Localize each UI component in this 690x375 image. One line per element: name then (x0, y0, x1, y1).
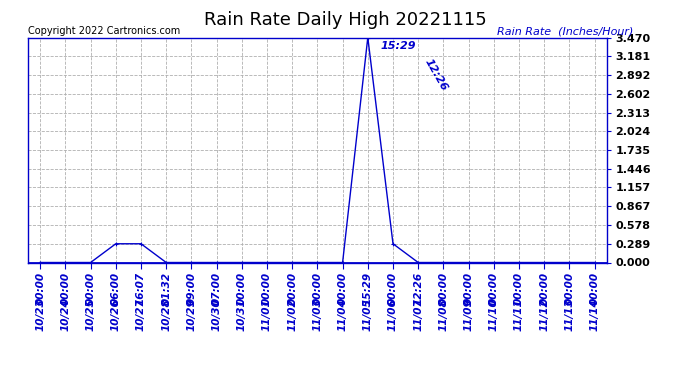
Text: 06:00: 06:00 (111, 272, 121, 304)
Text: 00:00: 00:00 (589, 272, 600, 304)
Text: 00:00: 00:00 (262, 272, 272, 304)
Text: 15:29: 15:29 (363, 272, 373, 304)
Text: 00:00: 00:00 (539, 272, 549, 304)
Text: 00:00: 00:00 (464, 272, 473, 304)
Text: 01:32: 01:32 (161, 272, 171, 304)
Text: 00:00: 00:00 (564, 272, 574, 304)
Text: 16:07: 16:07 (136, 272, 146, 304)
Text: 07:00: 07:00 (212, 272, 221, 304)
Text: 15:29: 15:29 (380, 41, 416, 51)
Text: 09:00: 09:00 (186, 272, 197, 304)
Text: 00:00: 00:00 (287, 272, 297, 304)
Text: 00:00: 00:00 (86, 272, 96, 304)
Text: 00:00: 00:00 (337, 272, 348, 304)
Text: 00:00: 00:00 (237, 272, 247, 304)
Text: Rain Rate Daily High 20221115: Rain Rate Daily High 20221115 (204, 11, 486, 29)
Text: 12:26: 12:26 (423, 57, 450, 93)
Text: Rain Rate  (Inches/Hour): Rain Rate (Inches/Hour) (497, 26, 633, 36)
Text: 00:00: 00:00 (514, 272, 524, 304)
Text: Copyright 2022 Cartronics.com: Copyright 2022 Cartronics.com (28, 26, 180, 36)
Text: 00:00: 00:00 (35, 272, 46, 304)
Text: 00:00: 00:00 (438, 272, 449, 304)
Text: 00:00: 00:00 (313, 272, 322, 304)
Text: 00:00: 00:00 (489, 272, 499, 304)
Text: 00:00: 00:00 (61, 272, 70, 304)
Text: 00:00: 00:00 (388, 272, 398, 304)
Text: 12:26: 12:26 (413, 272, 423, 304)
